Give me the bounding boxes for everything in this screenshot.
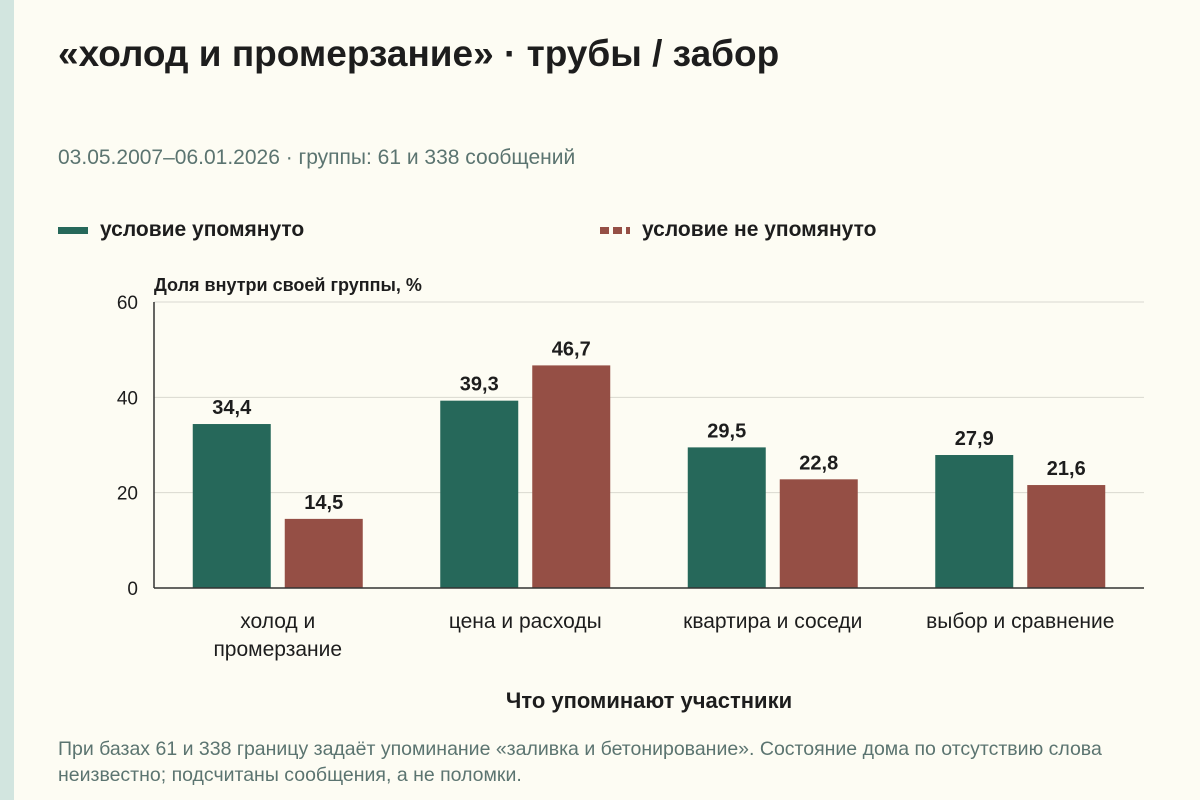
data-label: 21,6: [1047, 458, 1086, 480]
legend-swatch-mentioned: [58, 226, 88, 234]
legend-swatch-not-mentioned: [600, 226, 630, 234]
bars: 34,4 14,5 39,3 46,7 29,5 22,8 27,9 21,6: [192, 338, 1106, 588]
x-tick-label: квартира и соседи: [683, 610, 862, 633]
bar: [192, 424, 271, 588]
bar: [1027, 485, 1106, 588]
x-tick-label: холод и промерзание: [213, 610, 342, 661]
y-tick-label: 40: [117, 388, 138, 409]
chart-subtitle: 03.05.2007–06.01.2026 · группы: 61 и 338…: [58, 146, 576, 169]
x-tick-label: цена и расходы: [449, 610, 602, 633]
bar: [687, 447, 766, 588]
x-axis-label: Что упоминают участники: [506, 688, 792, 713]
legend-item-mentioned: условие упомянуто: [58, 218, 304, 242]
left-accent-strip: [0, 0, 14, 800]
data-label: 27,9: [955, 428, 994, 450]
bar: [532, 365, 611, 588]
data-label: 46,7: [552, 338, 591, 360]
bar: [440, 400, 519, 588]
data-label: 22,8: [799, 452, 838, 474]
legend-label-not-mentioned: условие не упомянуто: [642, 218, 877, 241]
x-tick-label: выбор и сравнение: [926, 610, 1114, 633]
footnote: При базах 61 и 338 границу задаёт упомин…: [58, 738, 1102, 786]
y-tick-label: 60: [117, 293, 138, 314]
data-label: 34,4: [212, 397, 252, 419]
axes: 0 20 40 60 холод и промерзание цена и расходы к…: [117, 293, 1144, 661]
data-label: 14,5: [304, 492, 343, 514]
y-tick-label: 0: [127, 579, 138, 600]
bar: [935, 455, 1014, 588]
bar: [779, 479, 858, 588]
legend-label-mentioned: условие упомянуто: [100, 218, 305, 241]
chart-title: «холод и промерзание» · трубы / забор: [58, 33, 780, 74]
data-label: 29,5: [707, 420, 746, 442]
data-label: 39,3: [460, 374, 499, 396]
bar: [284, 518, 363, 588]
legend-item-not-mentioned: условие не упомянуто: [600, 218, 876, 242]
y-axis-label: Доля внутри своей группы, %: [154, 275, 422, 295]
y-tick-label: 20: [117, 484, 138, 505]
